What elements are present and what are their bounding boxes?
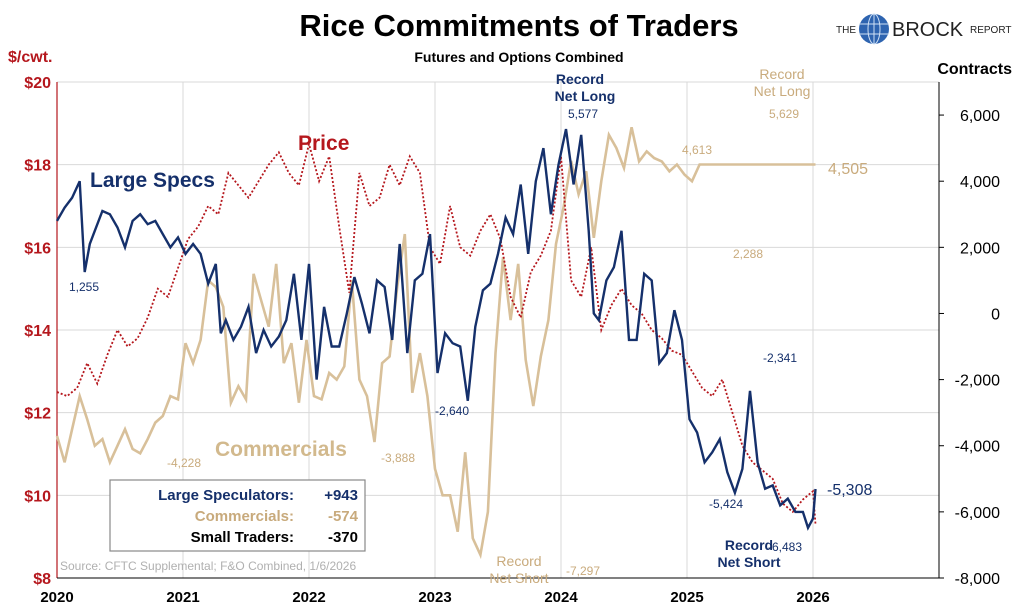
record-net-short-specs-line2: Net Short <box>718 554 781 570</box>
left-axis-label: $/cwt. <box>8 49 52 66</box>
legend-specs-label: Large Speculators: <box>158 487 294 504</box>
globe-icon <box>859 13 889 45</box>
left-tick-label: $8 <box>33 571 51 588</box>
chart-subtitle: Futures and Options Combined <box>414 49 623 65</box>
brock-report-logo: THE BROCK REPORT <box>836 13 1012 45</box>
logo-brock: BROCK <box>892 19 964 41</box>
left-tick-label: $16 <box>24 240 51 257</box>
left-tick-label: $20 <box>24 75 51 92</box>
annotation-comm-4505: 4,505 <box>828 161 868 178</box>
legend-commercials-value: -574 <box>328 508 359 525</box>
large-specs-label: Large Specs <box>90 169 215 192</box>
record-net-long-comm-line2: Net Long <box>754 83 811 99</box>
right-tick-label: -8,000 <box>955 571 1000 588</box>
annotation-comm-minus7297: -7,297 <box>566 564 600 578</box>
annotation-comm-minus3888: -3,888 <box>381 451 415 465</box>
right-tick-label: 4,000 <box>960 174 1000 191</box>
annotation-specs-5577: 5,577 <box>568 107 598 121</box>
x-tick-label: 2021 <box>166 589 199 606</box>
price-line <box>56 143 817 525</box>
annotation-specs-1255: 1,255 <box>69 280 99 294</box>
x-tick-label: 2026 <box>796 589 829 606</box>
legend-small-traders-label: Small Traders: <box>191 529 294 546</box>
right-tick-label: 2,000 <box>960 240 1000 257</box>
price-label: Price <box>298 132 349 155</box>
positions-legend-box: Large Speculators: +943 Commercials: -57… <box>109 479 366 552</box>
left-tick-label: $18 <box>24 158 51 175</box>
annotation-comm-2288: 2,288 <box>733 247 763 261</box>
record-net-long-specs-line2: Net Long <box>555 88 616 104</box>
right-tick-label: 6,000 <box>960 108 1000 125</box>
annotation-specs-minus5308: -5,308 <box>827 482 872 499</box>
commercials-line <box>55 127 816 560</box>
record-net-short-comm-line1: Record <box>496 553 541 569</box>
left-tick-label: $12 <box>24 406 51 423</box>
left-tick-label: $10 <box>24 488 51 505</box>
large-specs-line <box>55 128 817 531</box>
legend-small-traders-value: -370 <box>328 529 358 546</box>
record-net-long-comm-line1: Record <box>759 66 804 82</box>
x-tick-label: 2024 <box>544 589 578 606</box>
right-tick-label: -2,000 <box>955 373 1000 390</box>
annotation-specs-minus2640: -2,640 <box>435 404 469 418</box>
right-tick-label: 0 <box>991 306 1000 323</box>
record-net-short-specs-line1: Record <box>725 537 773 553</box>
right-tick-label: -4,000 <box>955 439 1000 456</box>
right-tick-label: -6,000 <box>955 505 1000 522</box>
annotation-specs-minus2341: -2,341 <box>763 351 797 365</box>
annotation-comm-5629: 5,629 <box>769 107 799 121</box>
x-tick-label: 2022 <box>292 589 325 606</box>
logo-the: THE <box>836 25 856 36</box>
legend-commercials-label: Commercials: <box>195 508 294 525</box>
x-tick-label: 2025 <box>670 589 703 606</box>
x-tick-label: 2020 <box>40 589 73 606</box>
record-net-long-specs-line1: Record <box>556 71 604 87</box>
annotation-specs-minus5424: -5,424 <box>709 497 743 511</box>
left-tick-label: $14 <box>24 323 51 340</box>
chart-title: Rice Commitments of Traders <box>299 8 738 43</box>
source-note: Source: CFTC Supplemental; F&O Combined,… <box>60 559 356 573</box>
annotation-comm-minus4228: -4,228 <box>167 456 201 470</box>
annotation-comm-4613: 4,613 <box>682 143 712 157</box>
legend-specs-value: +943 <box>324 487 358 504</box>
x-tick-label: 2023 <box>418 589 451 606</box>
annotation-specs-minus6483: -6,483 <box>768 540 802 554</box>
logo-report: REPORT <box>970 25 1012 36</box>
record-net-short-comm-line2: Net Short <box>489 570 548 586</box>
commercials-label: Commercials <box>215 438 347 461</box>
right-axis-label: Contracts <box>937 61 1012 78</box>
